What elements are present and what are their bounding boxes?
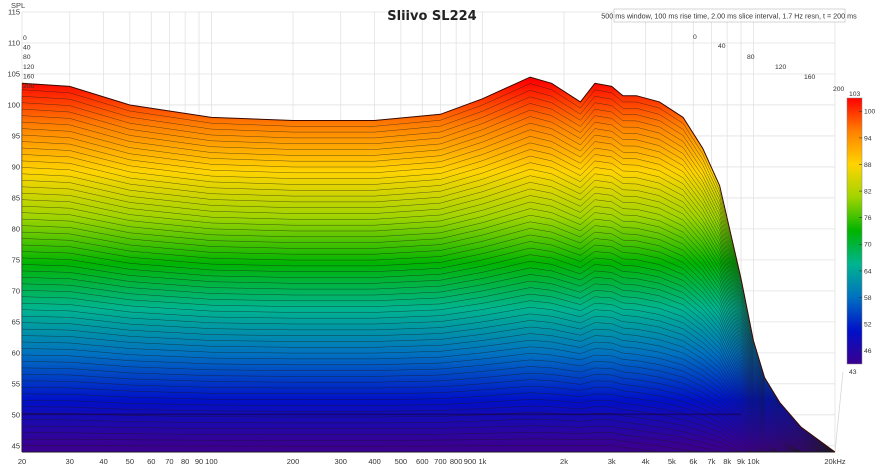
- y-tick-label: 65: [12, 317, 20, 326]
- x-tick-label: 6k: [689, 457, 697, 466]
- y-tick-label: 70: [12, 286, 20, 295]
- y-tick-label: 55: [12, 379, 20, 388]
- time-tick-label-right: 80: [747, 54, 755, 61]
- y-tick-label: 105: [7, 70, 20, 79]
- y-tick-label: 110: [8, 39, 20, 48]
- time-tick-label-right: 160: [804, 74, 816, 81]
- x-tick-label: 5k: [668, 457, 676, 466]
- y-tick-label: 80: [12, 225, 20, 234]
- time-tick-label-right: 40: [718, 43, 726, 50]
- x-tick-label: 40: [99, 457, 107, 466]
- x-tick-label: 50: [126, 457, 134, 466]
- chart-title: Sliivo SL224: [387, 9, 476, 24]
- y-tick-label: 50: [12, 410, 20, 419]
- x-tick-label: 600: [416, 457, 429, 466]
- colorbar-max-label: 103: [849, 91, 861, 98]
- x-tick-label: 20: [18, 457, 26, 466]
- y-tick-label: 95: [12, 132, 20, 141]
- y-tick-label: 75: [12, 255, 20, 264]
- floor-band: [22, 414, 741, 416]
- time-tick-label-left: 80: [23, 54, 31, 61]
- colorbar: 103 43 100 94 88 82 76 70 64 58 52 46: [847, 91, 876, 376]
- colorbar-tick-label: 88: [864, 162, 872, 169]
- x-tick-label: 800: [450, 457, 463, 466]
- x-tick-label: 70: [165, 457, 173, 466]
- time-tick-label-left: 200: [23, 83, 35, 90]
- x-tick-label: 400: [368, 457, 381, 466]
- x-tick-label: 4k: [642, 457, 650, 466]
- colorbar-tick-label: 94: [864, 135, 872, 142]
- annotation-box: 500 ms window, 100 ms rise time, 2.00 ms…: [601, 9, 857, 22]
- colorbar-tick-label: 58: [864, 295, 872, 302]
- x-tick-label: 2k: [560, 457, 568, 466]
- time-tick-label-left: 160: [23, 73, 35, 80]
- y-tick-label: 100: [7, 101, 20, 110]
- x-tick-label: 10k: [747, 457, 759, 466]
- x-tick-label: 9k: [737, 457, 745, 466]
- colorbar-tick-label: 76: [864, 215, 872, 222]
- colorbar-tick-label: 70: [864, 242, 872, 249]
- time-tick-label-right: 120: [775, 64, 787, 71]
- time-tick-label-right: 0: [693, 34, 697, 41]
- x-tick-label: 1k: [478, 457, 486, 466]
- colorbar-tick-label: 82: [864, 189, 872, 196]
- x-tick-label: 700: [434, 457, 447, 466]
- time-tick-label-left: 120: [23, 64, 35, 71]
- y-tick-label: 90: [12, 163, 20, 172]
- time-tick-label-left: 40: [23, 45, 31, 52]
- x-tick-label: 7k: [707, 457, 715, 466]
- x-tick-label: 3k: [608, 457, 616, 466]
- y-tick-label: 85: [12, 194, 20, 203]
- surface-layer: [22, 77, 835, 452]
- x-tick-label: 100: [205, 457, 218, 466]
- y-tick-label: 45: [12, 441, 20, 450]
- colorbar-tick-label: 100: [864, 109, 876, 116]
- colorbar-min-label: 43: [849, 369, 857, 376]
- x-tick-label: 60: [147, 457, 155, 466]
- x-tick-label: 8k: [723, 457, 731, 466]
- x-tick-label: 300: [334, 457, 347, 466]
- x-tick-label: 200: [287, 457, 300, 466]
- annotation-text: 500 ms window, 100 ms rise time, 2.00 ms…: [601, 12, 857, 21]
- y-axis-label: SPL: [11, 1, 25, 10]
- time-tick-label-left: 0: [23, 35, 27, 42]
- colorbar-tick-label: 52: [864, 322, 872, 329]
- y-tick-label: 60: [12, 348, 20, 357]
- x-tick-label: 20kHz: [824, 457, 846, 466]
- time-tick-label-right: 200: [833, 86, 845, 93]
- floor-right-line: [835, 372, 843, 452]
- x-tick-label: 80: [181, 457, 189, 466]
- x-tick-label: 30: [66, 457, 74, 466]
- colorbar-tick-label: 64: [864, 268, 872, 275]
- x-tick-label: 90: [195, 457, 203, 466]
- x-tick-label: 500: [395, 457, 408, 466]
- colorbar-tick-label: 46: [864, 348, 872, 355]
- x-tick-label: 900: [464, 457, 477, 466]
